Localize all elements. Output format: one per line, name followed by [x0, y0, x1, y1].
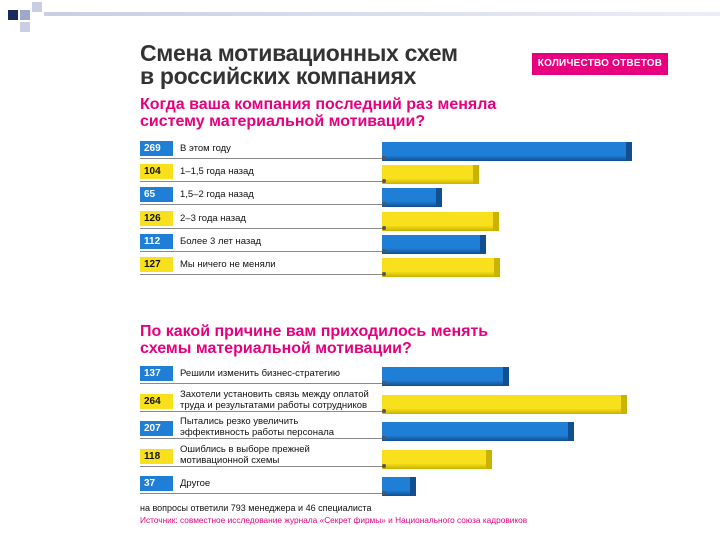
count-label: 137 [140, 366, 173, 381]
row-marker-dot [382, 179, 386, 183]
bar-end-cap [480, 235, 486, 254]
category-label-line: 1,5–2 года назад [180, 189, 254, 200]
category-label-line: эффективность работы персонала [180, 427, 335, 438]
bar [382, 477, 416, 496]
category-label-line: Другое [180, 478, 211, 489]
page-title: Смена мотивационных схем в российских ко… [140, 42, 458, 88]
bar [382, 235, 486, 254]
row-marker-dot [382, 156, 386, 160]
category-label: Захотели установить связь между оплатой т… [180, 389, 369, 411]
deco-square-light [32, 2, 42, 12]
row-marker-dot [382, 249, 386, 253]
row-separator [140, 493, 385, 494]
decorative-squares [0, 0, 720, 40]
row-separator [140, 438, 385, 439]
count-label: 264 [140, 394, 173, 409]
bar-end-cap [410, 477, 416, 496]
count-label: 112 [140, 234, 173, 249]
row-marker-dot [382, 464, 386, 468]
category-label-line: Мы ничего не меняли [180, 259, 276, 270]
category-label: Ошиблись в выборе прежней мотивационной с… [180, 444, 310, 466]
category-label: 1,5–2 года назад [180, 189, 254, 200]
row-marker-dot [382, 202, 386, 206]
deco-square-light [20, 22, 30, 32]
category-label: Пытались резко увеличить эффективность ра… [180, 416, 334, 438]
chart-2-title-line-2: схемы материальной мотивации? [140, 340, 412, 357]
deco-top-stripe [44, 12, 720, 16]
bar [382, 188, 442, 207]
bar [382, 212, 499, 231]
title-line-2: в российских компаниях [140, 63, 417, 89]
source-note: Источник: совместное исследование журнал… [140, 515, 528, 525]
row-marker-dot [382, 409, 386, 413]
title-line-1: Смена мотивационных схем [140, 40, 458, 66]
bar-end-cap [494, 258, 500, 277]
row-separator [140, 274, 385, 275]
count-label: 104 [140, 164, 173, 179]
category-label: Более 3 лет назад [180, 236, 261, 247]
bar-end-cap [493, 212, 499, 231]
bar-end-cap [621, 395, 627, 414]
category-label: В этом году [180, 143, 231, 154]
bar [382, 258, 500, 277]
row-separator [140, 251, 385, 252]
count-label: 65 [140, 187, 173, 202]
category-label-line: Захотели установить связь между оплатой [180, 389, 369, 400]
category-label-line: 2–3 года назад [180, 213, 246, 224]
row-separator [140, 411, 385, 412]
bar-end-cap [486, 450, 492, 469]
count-label: 118 [140, 449, 173, 464]
category-label: Другое [180, 478, 210, 489]
bar-end-cap [503, 367, 509, 386]
category-label-line: 1–1,5 года назад [180, 166, 254, 177]
footnote: на вопросы ответили 793 менеджера и 46 с… [140, 503, 372, 513]
row-separator [140, 204, 385, 205]
category-label-line: Более 3 лет назад [180, 236, 262, 247]
category-label-line: Ошиблись в выборе прежней [180, 444, 310, 455]
chart-2-title: По какой причине вам приходилось менять … [140, 323, 488, 357]
row-marker-dot [382, 226, 386, 230]
category-label: Мы ничего не меняли [180, 259, 276, 270]
bar [382, 367, 509, 386]
deco-square-lavender [20, 10, 30, 20]
row-separator [140, 466, 385, 467]
row-separator [140, 181, 385, 182]
category-label-line: Пытались резко увеличить [180, 416, 299, 427]
bar [382, 142, 632, 161]
category-label-line: В этом году [180, 143, 231, 154]
category-label: 2–3 года назад [180, 213, 246, 224]
category-label-line: труда и результатами работы сотрудников [180, 400, 368, 411]
bar-end-cap [626, 142, 632, 161]
chart-2-title-line-1: По какой причине вам приходилось менять [140, 323, 489, 340]
bar-end-cap [436, 188, 442, 207]
count-label: 207 [140, 421, 173, 436]
bar [382, 422, 574, 441]
deco-square-navy [8, 10, 18, 20]
chart-1-title-line-2: систему материальной мотивации? [140, 113, 426, 130]
row-marker-dot [382, 272, 386, 276]
row-separator [140, 383, 385, 384]
bar [382, 165, 479, 184]
category-label: 1–1,5 года назад [180, 166, 254, 177]
count-label: 269 [140, 141, 173, 156]
category-label-line: мотивационной схемы [180, 455, 280, 466]
row-marker-dot [382, 491, 386, 495]
category-label: Решили изменить бизнес-стратегию [180, 368, 340, 379]
answers-count-badge: КОЛИЧЕСТВО ОТВЕТОВ [532, 53, 668, 75]
chart-1-title: Когда ваша компания последний раз меняла… [140, 96, 496, 130]
count-label: 127 [140, 257, 173, 272]
row-separator [140, 228, 385, 229]
row-marker-dot [382, 381, 386, 385]
count-label: 126 [140, 211, 173, 226]
count-label: 37 [140, 476, 173, 491]
category-label-line: Решили изменить бизнес-стратегию [180, 368, 341, 379]
bar-end-cap [473, 165, 479, 184]
bar [382, 395, 627, 414]
bar-end-cap [568, 422, 574, 441]
row-separator [140, 158, 385, 159]
row-marker-dot [382, 436, 386, 440]
chart-1-title-line-1: Когда ваша компания последний раз меняла [140, 96, 497, 113]
bar [382, 450, 492, 469]
